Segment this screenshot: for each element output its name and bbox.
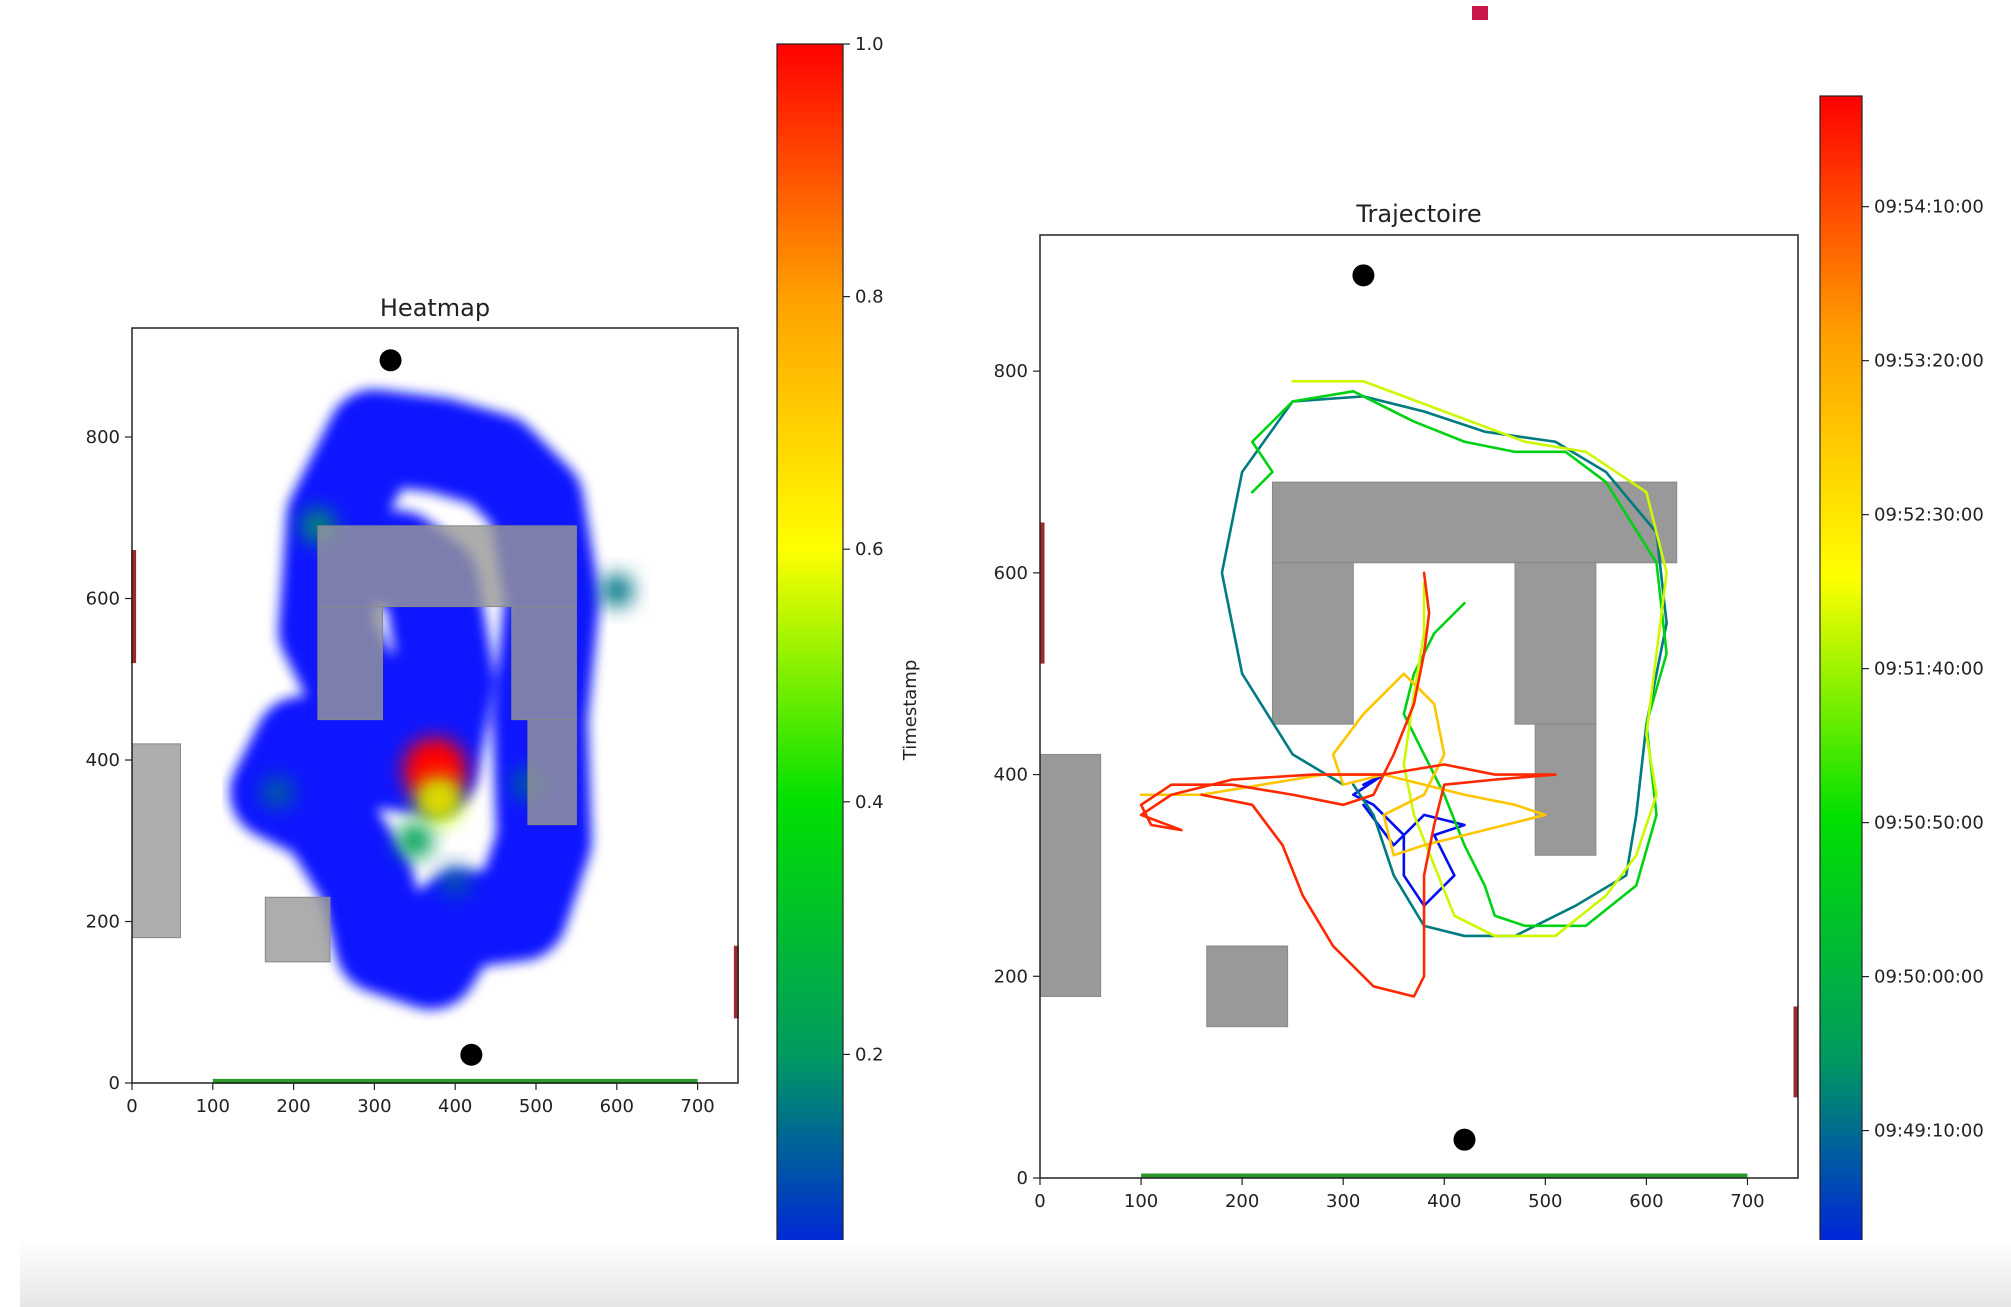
trajectory-colorbar-tick-label: 09:54:10:00: [1874, 197, 1984, 218]
trajectory-colorbar-ticks: 09:48:20:0009:49:10:0009:50:00:0009:50:5…: [1862, 197, 1984, 1296]
trajectory-x-axis: 0 100 200 300 400 500 600 700: [1034, 1178, 1765, 1212]
heatmap-x-tick-label: 200: [276, 1096, 310, 1117]
heatmap-colorbar-tick-label: 0.4: [855, 792, 884, 813]
trajectory-x-tick-label: 700: [1730, 1191, 1764, 1212]
heatmap-x-axis: 0 100 200 300 400 500 600 700: [126, 1083, 715, 1117]
heatmap-x-tick-label: 300: [357, 1096, 391, 1117]
heatmap-plot-frame: [131, 327, 739, 1084]
trajectory-title: Trajectoire: [1355, 200, 1481, 228]
heatmap-x-tick-label: 0: [126, 1096, 137, 1117]
heatmap-colorbar-tick-label: 1.0: [855, 34, 884, 55]
trajectory-segment: [1139, 571, 1557, 998]
heatmap-marker: [379, 349, 402, 372]
heatmap-y-tick-label: 0: [109, 1073, 120, 1094]
trajectory-colorbar-tick-label: 09:52:30:00: [1874, 505, 1984, 526]
trajectory-colorbar: [1819, 95, 1863, 1300]
trajectory-colorbar-tick-label: 09:50:00:00: [1874, 967, 1984, 988]
heatmap-obstacle: [264, 896, 331, 963]
top-edge-marker: [1472, 6, 1488, 20]
bottom-toolbar-shade: [20, 1240, 2011, 1307]
trajectory-y-tick-label: 400: [994, 765, 1028, 786]
trajectory-x-tick-label: 300: [1326, 1191, 1360, 1212]
heatmap-obstacle: [317, 606, 383, 721]
trajectory-x-tick-label: 400: [1427, 1191, 1461, 1212]
trajectory-y-tick-label: 800: [994, 361, 1028, 382]
heatmap-colorbar-label: Timestamp: [900, 660, 921, 761]
trajectory-y-tick-label: 200: [994, 966, 1028, 987]
heatmap-y-tick-label: 800: [86, 427, 120, 448]
heatmap-colorbar-tick-label: 0.8: [855, 287, 884, 308]
heatmap-x-tick-label: 700: [680, 1096, 714, 1117]
heatmap-doors: [131, 550, 739, 1084]
trajectory-obstacle: [1271, 481, 1678, 564]
trajectory-obstacle: [1534, 723, 1597, 856]
heatmap-obstacle: [131, 743, 181, 939]
trajectory-obstacles: [1039, 481, 1678, 1028]
heatmap-colorbar-ticks: 0.2 0.4 0.6 0.8 1.0: [843, 34, 884, 1065]
heatmap-colorbar: [776, 43, 844, 1307]
heatmap-colorbar-tick-label: 0.2: [855, 1044, 884, 1065]
trajectory-x-tick-label: 500: [1528, 1191, 1562, 1212]
trajectory-colorbar-tick-label: 09:51:40:00: [1874, 659, 1984, 680]
heatmap-markers: [379, 349, 483, 1066]
heatmap-x-tick-label: 400: [438, 1096, 472, 1117]
trajectory-y-tick-label: 600: [994, 563, 1028, 584]
trajectory-y-axis: 0 200 400 600 800: [994, 361, 1040, 1189]
heatmap-hotspot: [439, 865, 472, 897]
heatmap-x-tick-label: 100: [196, 1096, 230, 1117]
heatmap-obstacle: [511, 606, 577, 721]
heatmap-hotspot: [600, 573, 634, 608]
heatmap-title: Heatmap: [380, 294, 490, 322]
trajectory-colorbar-tick-label: 09:50:50:00: [1874, 813, 1984, 834]
trajectory-paths: [1139, 379, 1668, 998]
heatmap-panel: 0 100 200 300 400 500 600 700 0 200 400 600 800 Hea…: [86, 34, 921, 1307]
heatmap-marker: [460, 1043, 483, 1066]
trajectory-x-tick-label: 0: [1034, 1191, 1045, 1212]
heatmap-hotspot-core: [428, 789, 450, 812]
trajectory-panel: 0 100 200 300 400 500 600 700 0 200 400 600 800 Tra…: [994, 95, 1984, 1300]
heatmap-obstacle: [317, 525, 577, 608]
trajectory-x-tick-label: 200: [1225, 1191, 1259, 1212]
heatmap-y-axis: 0 200 400 600 800: [86, 427, 132, 1094]
trajectory-colorbar-tick-label: 09:49:10:00: [1874, 1121, 1984, 1142]
trajectory-obstacle: [1206, 945, 1289, 1028]
heatmap-colorbar-tick-label: 0.6: [855, 539, 884, 560]
heatmap-y-tick-label: 600: [86, 589, 120, 610]
trajectory-x-tick-label: 600: [1629, 1191, 1663, 1212]
heatmap-obstacle: [527, 719, 577, 826]
trajectory-obstacle: [1514, 562, 1597, 725]
trajectory-plot-frame: [1039, 234, 1799, 1179]
heatmap-hotspot: [396, 822, 433, 859]
trajectory-colorbar-tick-label: 09:53:20:00: [1874, 351, 1984, 372]
trajectory-x-tick-label: 100: [1124, 1191, 1158, 1212]
trajectory-markers: [1352, 264, 1476, 1151]
trajectory-y-tick-label: 0: [1017, 1168, 1028, 1189]
trajectory-plot-background: [1040, 235, 1798, 1178]
trajectory-marker: [1453, 1128, 1476, 1151]
heatmap-x-tick-label: 600: [600, 1096, 634, 1117]
trajectory-obstacle: [1271, 562, 1354, 725]
heatmap-x-tick-label: 500: [519, 1096, 553, 1117]
heatmap-y-tick-label: 400: [86, 750, 120, 771]
heatmap-hotspot: [261, 776, 294, 809]
trajectory-obstacle: [1039, 753, 1102, 997]
trajectory-doors: [1039, 522, 1799, 1179]
heatmap-obstacles: [131, 525, 577, 963]
heatmap-y-tick-label: 200: [86, 912, 120, 933]
trajectory-marker: [1352, 264, 1375, 287]
